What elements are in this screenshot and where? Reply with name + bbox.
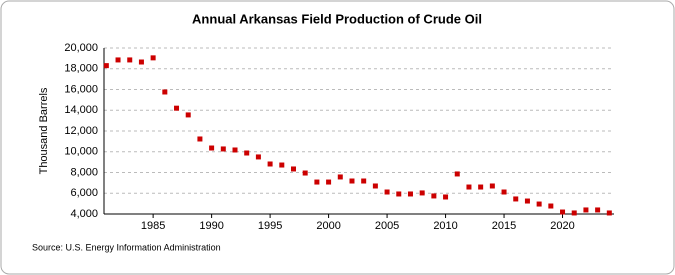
- y-tick-label: 16,000: [64, 83, 98, 95]
- point: [443, 194, 449, 200]
- y-tick-label: 6,000: [70, 187, 98, 199]
- point: [314, 179, 320, 185]
- chart-title: Annual Arkansas Field Production of Crud…: [192, 11, 482, 26]
- point: [361, 178, 367, 184]
- point: [138, 59, 144, 65]
- point: [150, 55, 156, 61]
- point: [209, 145, 215, 151]
- point: [524, 198, 530, 204]
- point: [560, 209, 566, 215]
- point: [583, 207, 589, 213]
- point: [466, 184, 472, 190]
- point: [244, 150, 250, 156]
- point: [431, 193, 437, 199]
- x-tick-label: 2005: [375, 220, 399, 232]
- point: [267, 161, 273, 167]
- point: [290, 166, 296, 172]
- point: [115, 57, 121, 63]
- point: [571, 210, 577, 216]
- point: [548, 203, 554, 209]
- y-axis-label: Thousand Barrels: [38, 87, 50, 174]
- point: [396, 191, 402, 197]
- point: [501, 189, 507, 195]
- y-tick-label: 20,000: [64, 42, 98, 54]
- point: [255, 154, 261, 160]
- point: [103, 63, 109, 69]
- point: [127, 57, 133, 63]
- y-tick-label: 18,000: [64, 63, 98, 75]
- point: [185, 112, 191, 118]
- point: [302, 170, 308, 176]
- point: [478, 184, 484, 190]
- x-tick-label: 2015: [492, 220, 516, 232]
- point: [454, 171, 460, 177]
- point: [536, 201, 542, 207]
- point: [489, 183, 495, 189]
- point: [174, 105, 180, 111]
- point: [349, 178, 355, 184]
- point: [162, 89, 168, 95]
- y-tick-label: 10,000: [64, 146, 98, 158]
- y-tick-label: 14,000: [64, 104, 98, 116]
- point: [232, 147, 238, 153]
- x-tick-label: 2010: [433, 220, 457, 232]
- source: Source: U.S. Energy Information Administ…: [32, 242, 221, 252]
- y-tick-label: 8,000: [70, 166, 98, 178]
- point: [419, 190, 425, 196]
- point: [595, 207, 601, 213]
- y-tick-label: 4,000: [70, 208, 98, 220]
- point: [407, 191, 413, 197]
- point: [337, 174, 343, 180]
- point: [197, 136, 203, 142]
- point: [384, 189, 390, 195]
- y-tick-label: 12,000: [64, 125, 98, 137]
- point: [372, 183, 378, 189]
- x-tick-label: 2020: [550, 220, 574, 232]
- x-tick-label: 1990: [199, 220, 223, 232]
- point: [326, 179, 332, 185]
- point: [513, 196, 519, 202]
- x-tick-label: 1995: [258, 220, 282, 232]
- point: [606, 210, 612, 216]
- point: [279, 162, 285, 168]
- x-tick-label: 2000: [316, 220, 340, 232]
- x-tick-label: 1985: [141, 220, 165, 232]
- point: [220, 146, 226, 152]
